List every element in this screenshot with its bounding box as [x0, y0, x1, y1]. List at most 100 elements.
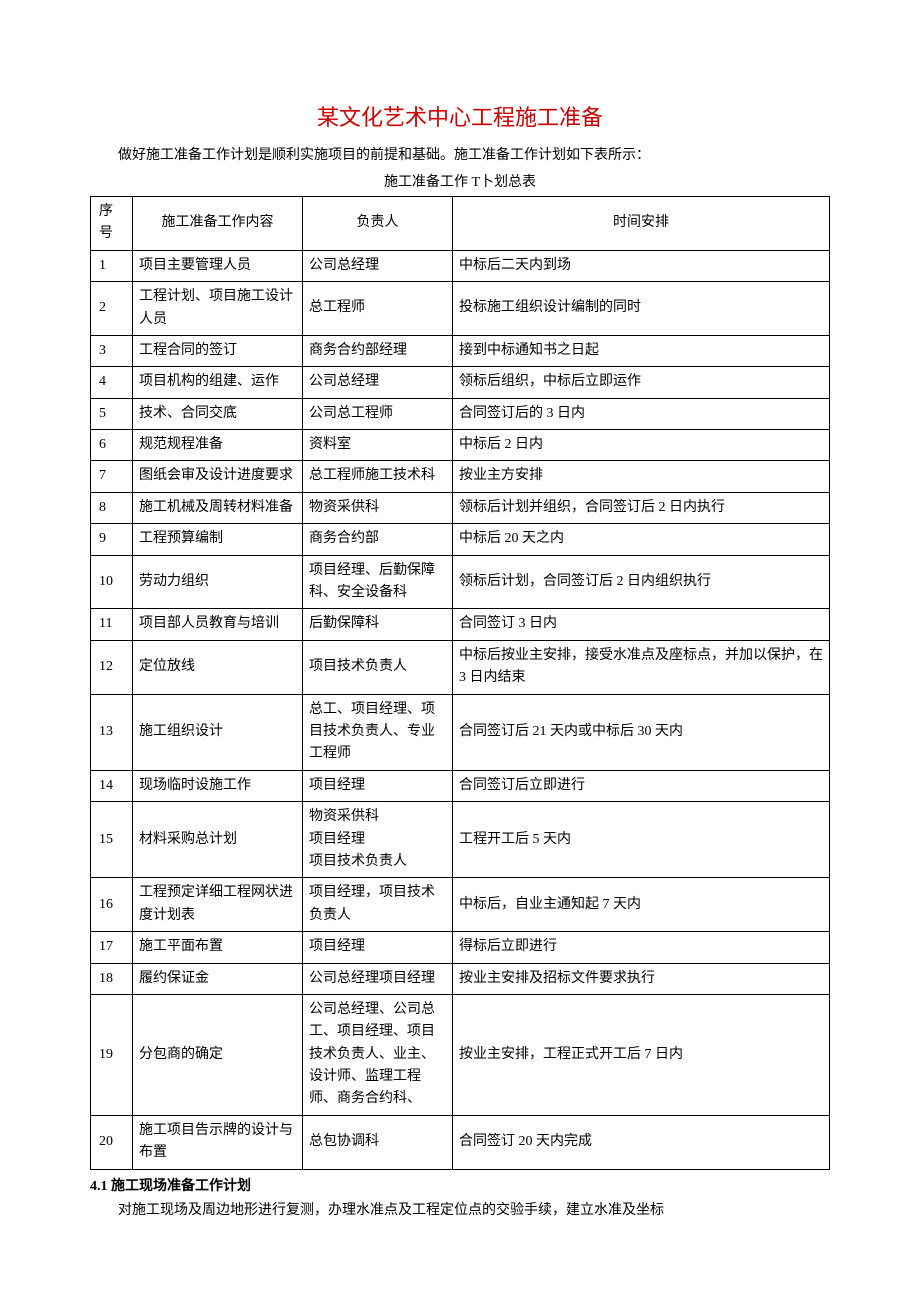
cell-content: 履约保证金 [133, 963, 303, 994]
cell-content: 项目部人员教育与培训 [133, 609, 303, 640]
cell-seq: 20 [91, 1115, 133, 1169]
cell-content: 现场临时设施工作 [133, 770, 303, 801]
cell-person: 项目经理 [303, 932, 453, 963]
cell-content: 施工组织设计 [133, 694, 303, 770]
cell-time: 中标后 2 日内 [453, 430, 830, 461]
table-row: 3工程合同的签订商务合约部经理接到中标通知书之日起 [91, 335, 830, 366]
cell-time: 合同签订 20 天内完成 [453, 1115, 830, 1169]
cell-time: 中标后 20 天之内 [453, 524, 830, 555]
cell-time: 合同签订后立即进行 [453, 770, 830, 801]
table-row: 17施工平面布置项目经理得标后立即进行 [91, 932, 830, 963]
table-row: 11项目部人员教育与培训后勤保障科合同签订 3 日内 [91, 609, 830, 640]
cell-person: 商务合约部 [303, 524, 453, 555]
cell-person: 商务合约部经理 [303, 335, 453, 366]
cell-time: 投标施工组织设计编制的同时 [453, 282, 830, 336]
table-caption: 施工准备工作 T卜划总表 [90, 172, 830, 194]
cell-time: 合同签订后的 3 日内 [453, 398, 830, 429]
cell-person: 资料室 [303, 430, 453, 461]
cell-time: 中标后按业主安排，接受水准点及座标点，并加以保护，在 3 日内结束 [453, 640, 830, 694]
preparation-table: 序号 施工准备工作内容 负责人 时间安排 1项目主要管理人员公司总经理中标后二天… [90, 196, 830, 1170]
cell-person: 项目经理，项目技术负责人 [303, 878, 453, 932]
cell-time: 合同签订 3 日内 [453, 609, 830, 640]
cell-seq: 17 [91, 932, 133, 963]
table-row: 4项目机构的组建、运作公司总经理领标后组织，中标后立即运作 [91, 367, 830, 398]
cell-seq: 8 [91, 492, 133, 523]
cell-seq: 1 [91, 250, 133, 281]
table-row: 7图纸会审及设计进度要求总工程师施工技术科按业主方安排 [91, 461, 830, 492]
section-heading: 4.1 施工现场准备工作计划 [90, 1176, 830, 1198]
cell-time: 按业主方安排 [453, 461, 830, 492]
cell-content: 工程计划、项目施工设计人员 [133, 282, 303, 336]
table-row: 1项目主要管理人员公司总经理中标后二天内到场 [91, 250, 830, 281]
cell-time: 工程开工后 5 天内 [453, 802, 830, 878]
table-row: 16工程预定详细工程网状进度计划表项目经理，项目技术负责人中标后，自业主通知起 … [91, 878, 830, 932]
cell-person: 公司总经理 [303, 250, 453, 281]
cell-time: 接到中标通知书之日起 [453, 335, 830, 366]
cell-seq: 7 [91, 461, 133, 492]
cell-seq: 16 [91, 878, 133, 932]
cell-time: 中标后二天内到场 [453, 250, 830, 281]
cell-content: 施工机械及周转材料准备 [133, 492, 303, 523]
cell-seq: 14 [91, 770, 133, 801]
cell-time: 合同签订后 21 天内或中标后 30 天内 [453, 694, 830, 770]
cell-time: 得标后立即进行 [453, 932, 830, 963]
cell-content: 施工平面布置 [133, 932, 303, 963]
cell-time: 领标后计划，合同签订后 2 日内组织执行 [453, 555, 830, 609]
table-row: 14现场临时设施工作项目经理合同签订后立即进行 [91, 770, 830, 801]
table-row: 18履约保证金公司总经理项目经理按业主安排及招标文件要求执行 [91, 963, 830, 994]
cell-content: 规范规程准备 [133, 430, 303, 461]
cell-seq: 13 [91, 694, 133, 770]
cell-seq: 15 [91, 802, 133, 878]
cell-content: 技术、合同交底 [133, 398, 303, 429]
cell-content: 定位放线 [133, 640, 303, 694]
cell-content: 材料采购总计划 [133, 802, 303, 878]
cell-person: 后勤保障科 [303, 609, 453, 640]
cell-seq: 3 [91, 335, 133, 366]
cell-content: 项目主要管理人员 [133, 250, 303, 281]
table-header-row: 序号 施工准备工作内容 负责人 时间安排 [91, 196, 830, 250]
intro-paragraph: 做好施工准备工作计划是顺利实施项目的前提和基础。施工准备工作计划如下表所示： [90, 145, 830, 167]
cell-person: 总工、项目经理、项目技术负责人、专业工程师 [303, 694, 453, 770]
cell-seq: 5 [91, 398, 133, 429]
cell-seq: 9 [91, 524, 133, 555]
cell-seq: 18 [91, 963, 133, 994]
cell-person: 总包协调科 [303, 1115, 453, 1169]
cell-time: 按业主安排，工程正式开工后 7 日内 [453, 994, 830, 1115]
cell-seq: 4 [91, 367, 133, 398]
cell-time: 中标后，自业主通知起 7 天内 [453, 878, 830, 932]
table-row: 5技术、合同交底公司总工程师合同签订后的 3 日内 [91, 398, 830, 429]
cell-person: 公司总工程师 [303, 398, 453, 429]
table-row: 12定位放线项目技术负责人中标后按业主安排，接受水准点及座标点，并加以保护，在 … [91, 640, 830, 694]
cell-content: 图纸会审及设计进度要求 [133, 461, 303, 492]
cell-person: 总工程师 [303, 282, 453, 336]
cell-content: 施工项目告示牌的设计与布置 [133, 1115, 303, 1169]
header-content: 施工准备工作内容 [133, 196, 303, 250]
header-person: 负责人 [303, 196, 453, 250]
table-row: 2工程计划、项目施工设计人员总工程师投标施工组织设计编制的同时 [91, 282, 830, 336]
cell-person: 公司总经理项目经理 [303, 963, 453, 994]
cell-time: 按业主安排及招标文件要求执行 [453, 963, 830, 994]
table-row: 13施工组织设计总工、项目经理、项目技术负责人、专业工程师合同签订后 21 天内… [91, 694, 830, 770]
document-title: 某文化艺术中心工程施工准备 [90, 100, 830, 135]
cell-seq: 19 [91, 994, 133, 1115]
table-row: 20施工项目告示牌的设计与布置总包协调科合同签订 20 天内完成 [91, 1115, 830, 1169]
cell-content: 项目机构的组建、运作 [133, 367, 303, 398]
cell-content: 劳动力组织 [133, 555, 303, 609]
table-row: 15材料采购总计划物资采供科 项目经理 项目技术负责人工程开工后 5 天内 [91, 802, 830, 878]
cell-person: 项目经理、后勤保障科、安全设备科 [303, 555, 453, 609]
table-row: 9工程预算编制商务合约部中标后 20 天之内 [91, 524, 830, 555]
cell-content: 工程合同的签订 [133, 335, 303, 366]
cell-seq: 6 [91, 430, 133, 461]
table-row: 19分包商的确定公司总经理、公司总工、项目经理、项目技术负责人、业主、设计师、监… [91, 994, 830, 1115]
body-paragraph: 对施工现场及周边地形进行复测，办理水准点及工程定位点的交验手续，建立水准及坐标 [90, 1200, 830, 1222]
cell-person: 公司总经理 [303, 367, 453, 398]
cell-seq: 11 [91, 609, 133, 640]
table-row: 8施工机械及周转材料准备物资采供科领标后计划并组织，合同签订后 2 日内执行 [91, 492, 830, 523]
cell-person: 总工程师施工技术科 [303, 461, 453, 492]
table-row: 10劳动力组织项目经理、后勤保障科、安全设备科领标后计划，合同签订后 2 日内组… [91, 555, 830, 609]
cell-person: 项目经理 [303, 770, 453, 801]
cell-content: 工程预定详细工程网状进度计划表 [133, 878, 303, 932]
cell-person: 项目技术负责人 [303, 640, 453, 694]
cell-person: 物资采供科 项目经理 项目技术负责人 [303, 802, 453, 878]
cell-time: 领标后计划并组织，合同签订后 2 日内执行 [453, 492, 830, 523]
